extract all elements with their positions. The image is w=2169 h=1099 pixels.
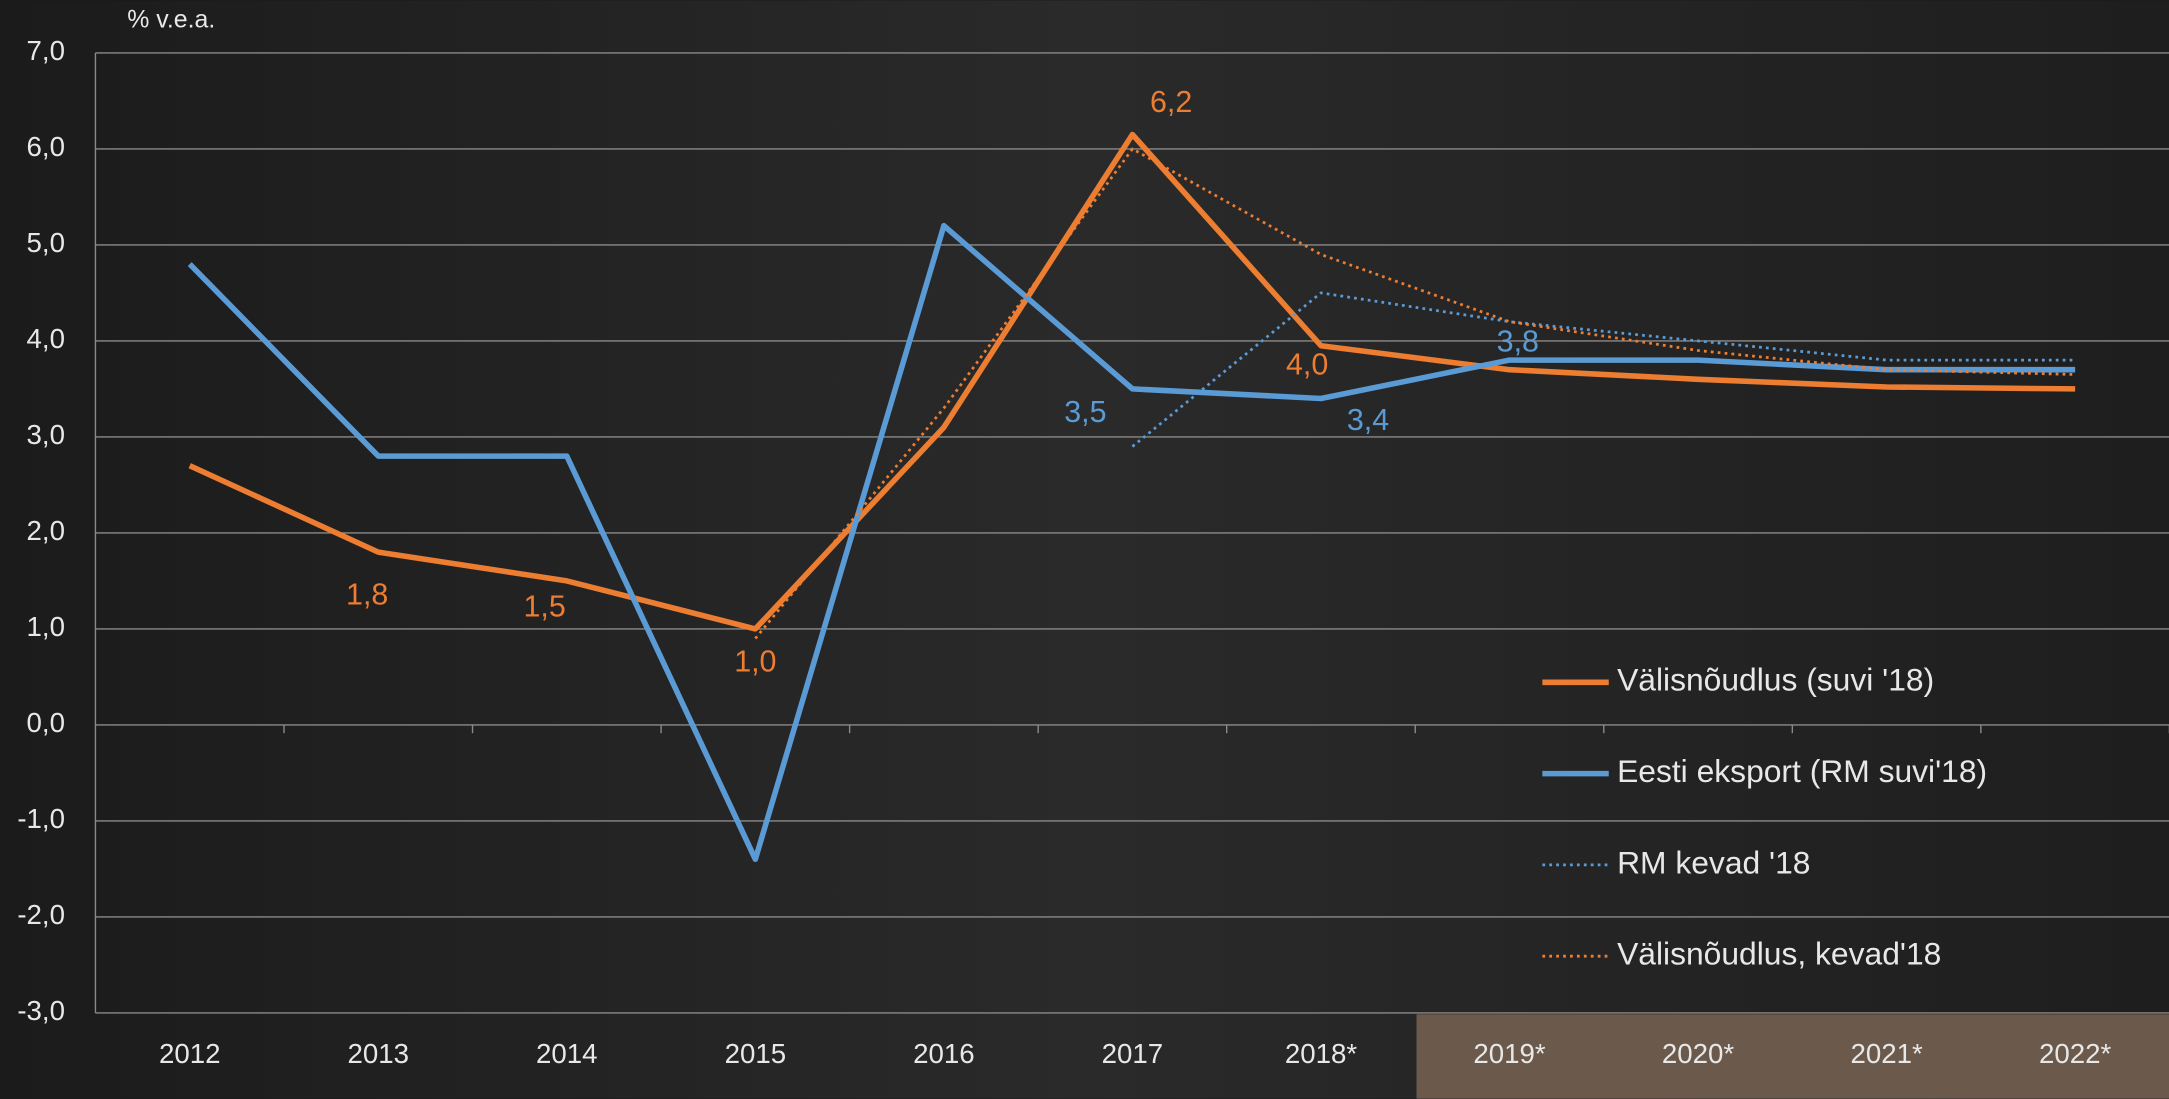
data-label: 3,4 [1347,403,1389,437]
y-tick-label: 7,0 [27,35,65,66]
y-tick-label: -1,0 [17,803,65,834]
y-tick-label: -2,0 [17,899,65,930]
x-tick-label: 2014 [536,1038,598,1069]
x-tick-label: 2021* [1850,1038,1923,1069]
series-line [187,222,2076,863]
y-tick-label: 2,0 [27,515,65,546]
x-tick-label: 2018* [1285,1038,1358,1069]
data-label: 1,0 [734,645,776,679]
data-label: 3,8 [1497,325,1539,359]
x-tick-label: 2022* [2039,1038,2112,1069]
unit-label: % v.e.a. [127,6,215,34]
y-tick-label: 3,0 [27,419,65,450]
legend-label: Välisnõudlus (suvi '18) [1617,662,1934,698]
y-tick-label: -3,0 [17,995,65,1026]
series-line [188,131,2076,632]
data-label: 3,5 [1064,395,1106,429]
y-tick-label: 0,0 [27,707,65,738]
forecast-band [1416,1014,2169,1099]
x-tick-label: 2013 [347,1038,409,1069]
y-tick-label: 4,0 [27,323,65,354]
y-tick-label: 5,0 [27,227,65,258]
x-tick-label: 2015 [725,1038,787,1069]
y-tick-label: 6,0 [27,131,65,162]
legend-label: RM kevad '18 [1617,844,1810,880]
y-tick-label: 1,0 [27,611,65,642]
data-label: 6,2 [1150,85,1192,119]
x-tick-label: 2012 [159,1038,221,1069]
legend-label: Eesti eksport (RM suvi'18) [1617,753,1987,789]
data-label: 4,0 [1286,347,1328,381]
legend-label: Välisnõudlus, kevad'18 [1617,936,1941,972]
series-line [754,147,2076,640]
x-tick-label: 2016 [913,1038,975,1069]
data-label: 1,8 [346,577,388,611]
x-tick-label: 2019* [1473,1038,1546,1069]
series-line [1131,291,2076,448]
x-tick-label: 2017 [1102,1038,1164,1069]
x-tick-label: 2020* [1662,1038,1735,1069]
data-label: 1,5 [524,590,566,624]
